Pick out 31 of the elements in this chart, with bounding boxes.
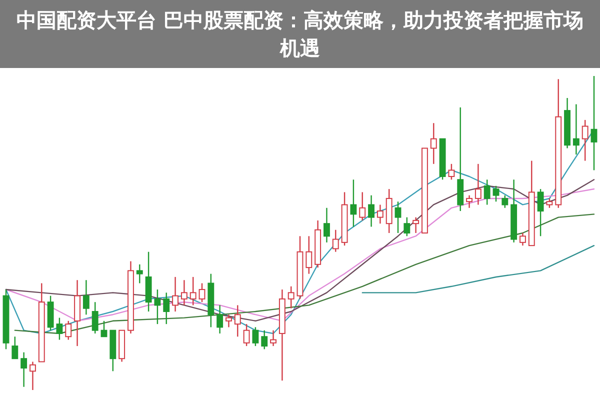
candlestick: [180, 280, 188, 306]
candlestick: [74, 280, 80, 347]
candlestick: [386, 188, 392, 234]
candlestick: [226, 314, 232, 328]
candlestick: [145, 251, 152, 312]
candlestick: [278, 288, 286, 382]
candlestick: [350, 179, 357, 228]
candlestick: [474, 163, 482, 206]
candlestick: [590, 75, 598, 171]
candlestick: [430, 122, 437, 165]
candlestick: [520, 232, 526, 246]
candlestick: [466, 194, 472, 208]
candlestick: [412, 216, 420, 234]
candlestick: [154, 288, 161, 325]
candlestick: [270, 330, 276, 347]
candlestick: [234, 304, 241, 338]
candlestick: [208, 273, 214, 328]
candlestick: [572, 104, 580, 156]
candlestick: [30, 361, 36, 391]
candlestick: [216, 304, 224, 334]
chart-title: 中国配资大平台 巴中股票配资：高效策略，助力投资者把握市场机遇: [0, 0, 600, 68]
candlestick: [82, 280, 90, 316]
candlestick: [324, 207, 330, 244]
candlestick: [368, 194, 374, 228]
candlestick: [376, 204, 384, 224]
candlestick: [20, 352, 28, 388]
candlestick: [172, 276, 178, 312]
candlestick: [314, 220, 322, 268]
candlestick: [564, 97, 570, 149]
candlestick: [128, 260, 134, 334]
candlestick: [510, 179, 518, 244]
